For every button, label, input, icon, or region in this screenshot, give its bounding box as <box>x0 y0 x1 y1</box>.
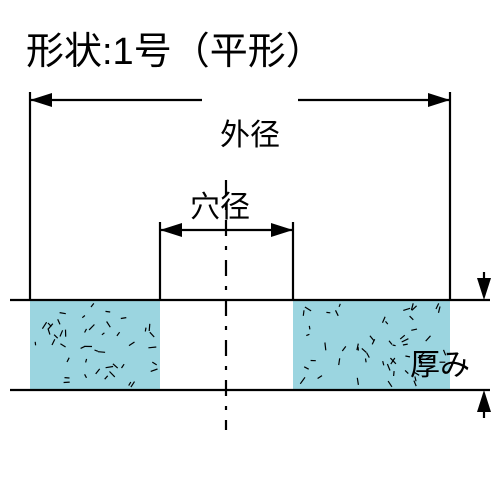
dimension-drawing <box>0 0 500 500</box>
diagram-stage: { "title": { "text": "形状:1号（平形）", "fonts… <box>0 0 500 500</box>
grinding-cross-section <box>30 300 450 390</box>
diagram-title: 形状:1号（平形） <box>26 20 324 75</box>
outer-diameter-label: 外径 <box>220 110 280 154</box>
thickness-label: 厚み <box>410 340 470 384</box>
bore-diameter-label: 穴径 <box>190 182 250 226</box>
thickness-dimension <box>477 272 491 418</box>
